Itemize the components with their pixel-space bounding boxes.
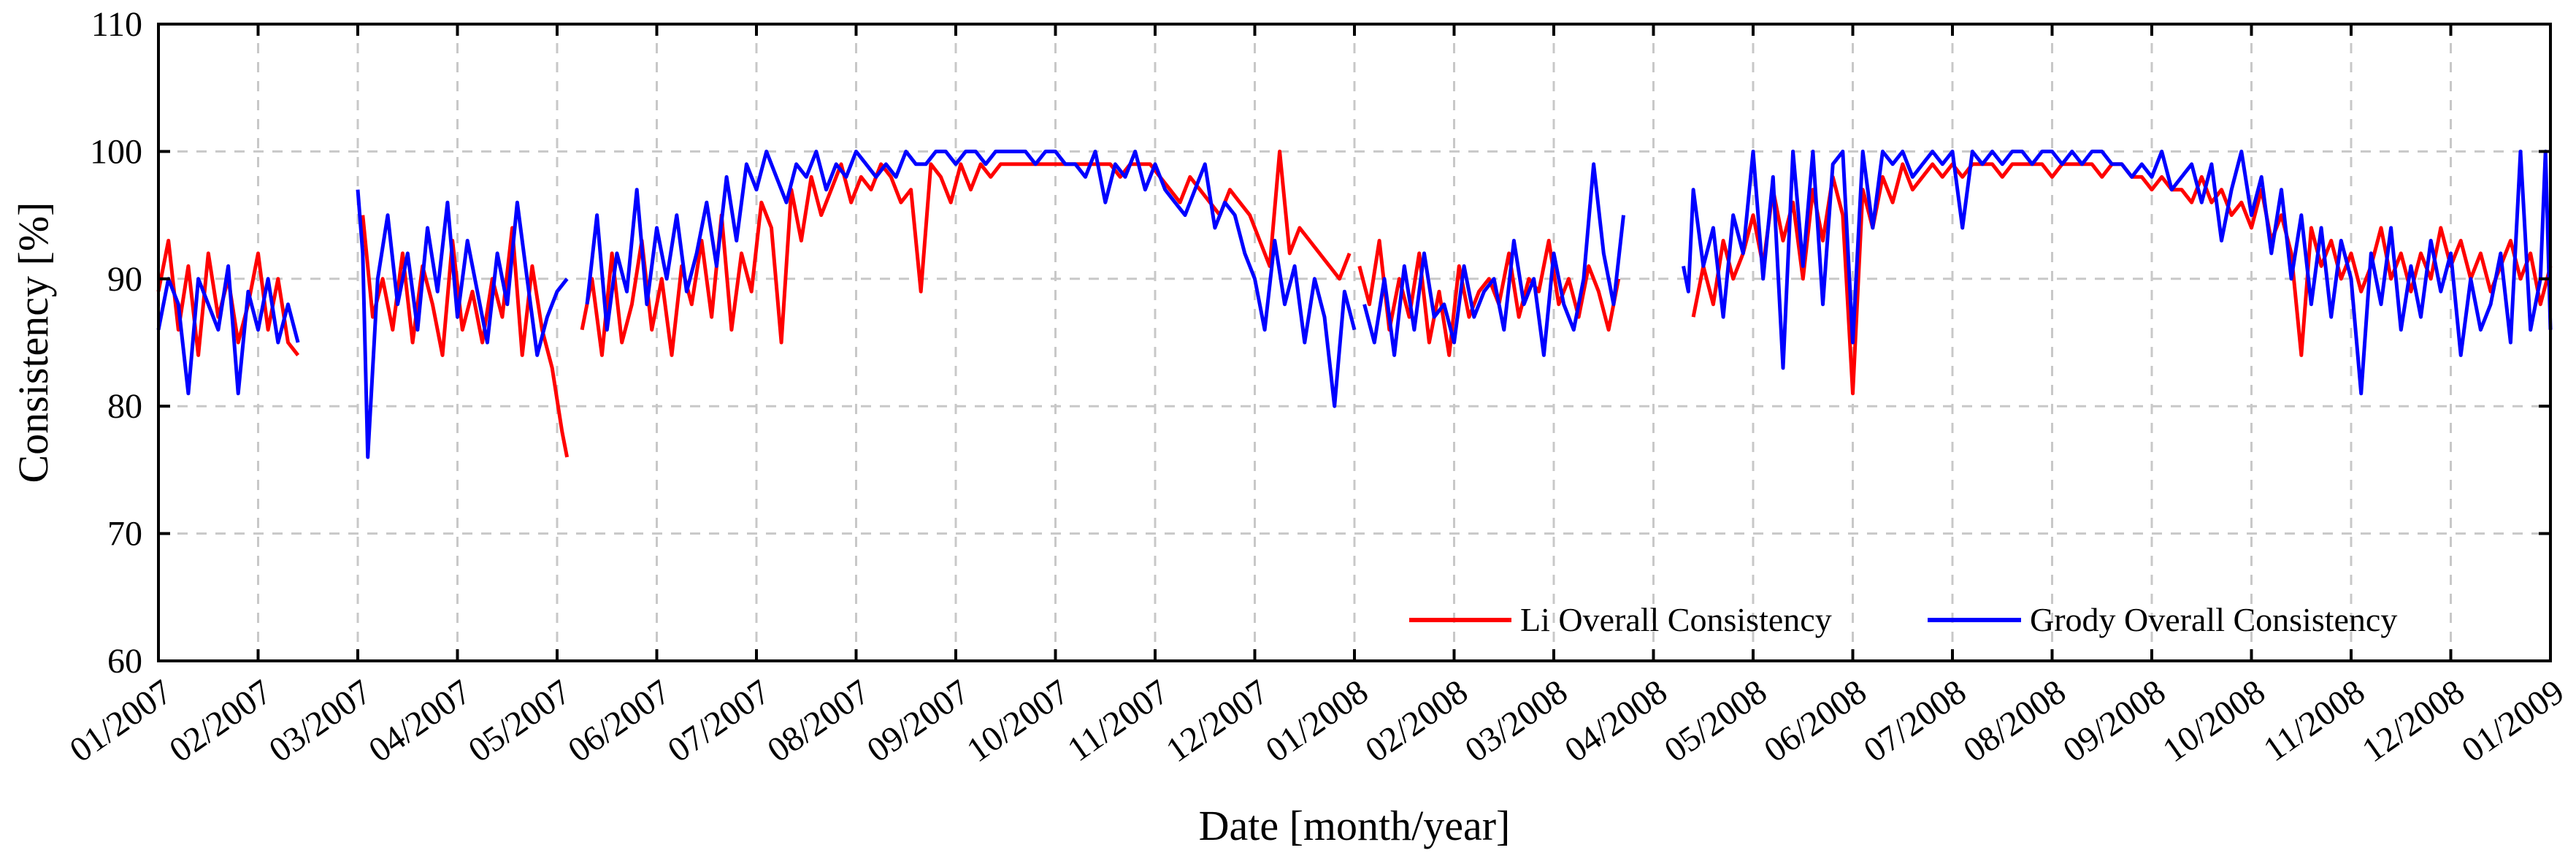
series-grody-segment-2: [585, 149, 1357, 408]
legend-label-li: Li Overall Consistency: [1520, 601, 1832, 638]
y-tick-label: 100: [90, 132, 142, 171]
y-tick-label: 110: [91, 5, 142, 44]
series-lines: [156, 149, 2553, 459]
x-axis-title: Date [month/year]: [1199, 802, 1511, 849]
series-grody-segment-0: [156, 264, 300, 396]
series-grody-segment-1: [356, 189, 569, 459]
y-axis-title: Consistency [%]: [9, 202, 57, 483]
legend: Li Overall Consistency Grody Overall Con…: [1409, 601, 2397, 638]
y-tick-label: 70: [107, 515, 142, 554]
y-tick-label: 90: [107, 260, 142, 299]
y-axis-ticks: 60 70 80 90 100 110: [90, 5, 2550, 681]
legend-label-grody: Grody Overall Consistency: [2030, 601, 2397, 638]
series-grody-segment-4: [1682, 149, 2553, 396]
series-grody-segment-3: [1362, 162, 1625, 357]
y-tick-label: 80: [107, 387, 142, 426]
y-tick-label: 60: [107, 642, 142, 681]
